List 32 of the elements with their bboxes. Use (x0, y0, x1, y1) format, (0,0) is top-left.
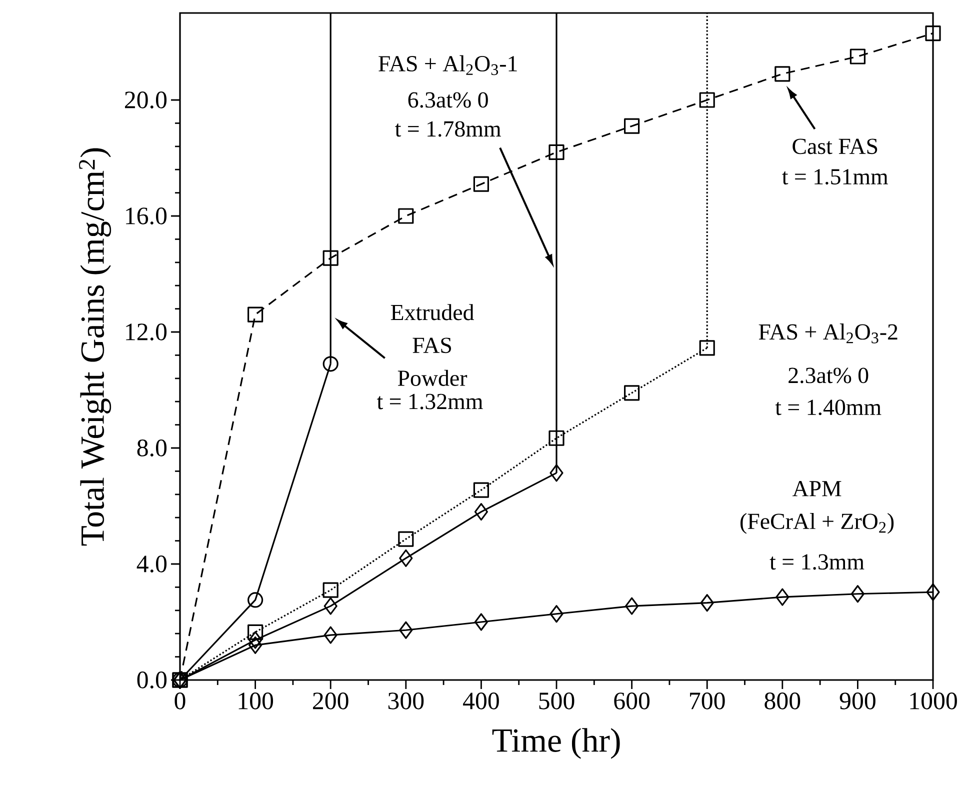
annotation: 6.3at% 0 (408, 92, 488, 108)
annotation: Cast FAS (792, 138, 878, 154)
y-tick-label: 20.0 (124, 92, 167, 108)
y-tick-label: 12.0 (126, 324, 167, 340)
x-tick-label: 200 (313, 692, 348, 710)
x-tick-label: 800 (764, 692, 800, 710)
x-axis-title: Time (hr) (492, 728, 620, 759)
annotation: APM (792, 481, 842, 496)
x-tick-label: 400 (463, 692, 499, 710)
x-tick-label: 0 (174, 692, 186, 710)
annotation: t = 1.32mm (376, 394, 483, 410)
x-tick-label: 1000 (910, 692, 957, 710)
annotation: t = 1.3mm (770, 554, 864, 570)
y-tick-label: 4.0 (136, 556, 167, 572)
annotation: FAS + Al$_{2}$O$_{3}$-1 (378, 55, 517, 76)
y-tick-label: 0.0 (137, 672, 167, 688)
x-tick-label: 300 (388, 692, 424, 710)
annotation: t = 1.51mm (782, 169, 888, 185)
y-tick-label: 16.0 (126, 208, 167, 224)
annotation: FAS + Al$_{2}$O$_{3}$-2 (758, 324, 898, 344)
x-tick-label: 900 (840, 692, 876, 710)
annotation: t = 1.40mm (775, 400, 882, 416)
annotation: (FeCrAl + ZrO$_{2}$) (740, 513, 894, 534)
y-tick-label: 8.0 (137, 440, 167, 456)
annotation: t = 1.78mm (395, 121, 501, 137)
x-tick-label: 700 (690, 692, 725, 710)
x-tick-label: 600 (614, 692, 650, 710)
annotation: Extruded FAS Powder (390, 304, 474, 386)
annotation: 2.3at% 0 (788, 368, 868, 384)
x-tick-label: 500 (539, 692, 574, 710)
y-axis-title: Total Weight Gains (mg/cm$^{2}$) (79, 148, 112, 546)
x-tick-label: 100 (238, 692, 274, 710)
